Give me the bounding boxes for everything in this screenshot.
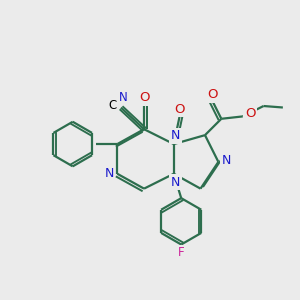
Text: O: O (207, 88, 218, 101)
Text: N: N (171, 176, 180, 189)
Text: O: O (245, 107, 255, 120)
Text: N: N (222, 154, 231, 167)
Text: C: C (108, 99, 116, 112)
Text: N: N (171, 129, 180, 142)
Text: F: F (178, 246, 184, 259)
Text: O: O (175, 103, 185, 116)
Text: N: N (104, 167, 114, 180)
Text: N: N (119, 91, 128, 103)
Text: O: O (139, 91, 149, 104)
